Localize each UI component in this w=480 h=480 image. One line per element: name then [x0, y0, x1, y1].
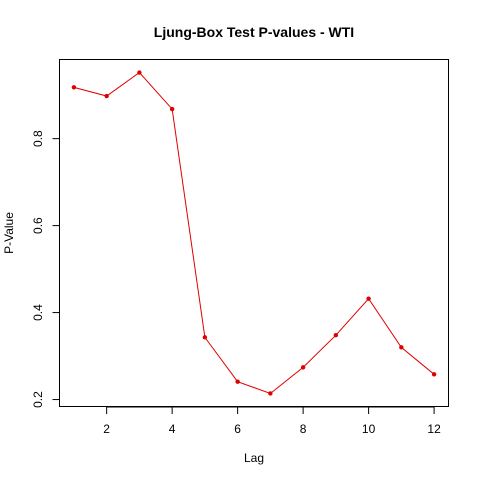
- data-point-4: [169, 106, 175, 112]
- data-point-11: [399, 345, 404, 350]
- y-tick-label-0.8: 0.8: [31, 130, 45, 147]
- data-point-12: [431, 372, 437, 377]
- data-point-8: [300, 365, 306, 370]
- y-ticks: 0.2 0.4 0.6 0.8: [31, 130, 60, 408]
- data-point-5: [202, 335, 208, 340]
- plot-box: [59, 59, 449, 407]
- x-tick-label-6: 6: [234, 422, 241, 436]
- y-tick-label-0.2: 0.2: [31, 391, 45, 408]
- data-point-6: [235, 379, 240, 384]
- data-point-10: [366, 296, 371, 301]
- x-tick-label-2: 2: [103, 422, 110, 436]
- x-ticks: 2 4 6 8 10 12: [103, 407, 441, 436]
- data-point-2: [104, 93, 109, 99]
- chart-title: Ljung-Box Test P-values - WTI: [154, 24, 354, 40]
- x-tick-label-8: 8: [300, 422, 307, 436]
- data-points: [71, 70, 437, 396]
- data-point-9: [333, 332, 339, 338]
- data-point-1: [71, 85, 77, 90]
- y-axis-label: P-Value: [2, 212, 16, 254]
- x-axis-label: Lag: [244, 451, 264, 465]
- y-tick-label-0.6: 0.6: [31, 217, 45, 234]
- y-tick-label-0.4: 0.4: [31, 304, 45, 321]
- data-point-3: [137, 70, 142, 75]
- x-tick-label-10: 10: [362, 422, 376, 436]
- x-tick-label-12: 12: [427, 422, 441, 436]
- series-line: [73, 71, 435, 395]
- x-tick-label-4: 4: [169, 422, 176, 436]
- data-point-7: [268, 391, 273, 396]
